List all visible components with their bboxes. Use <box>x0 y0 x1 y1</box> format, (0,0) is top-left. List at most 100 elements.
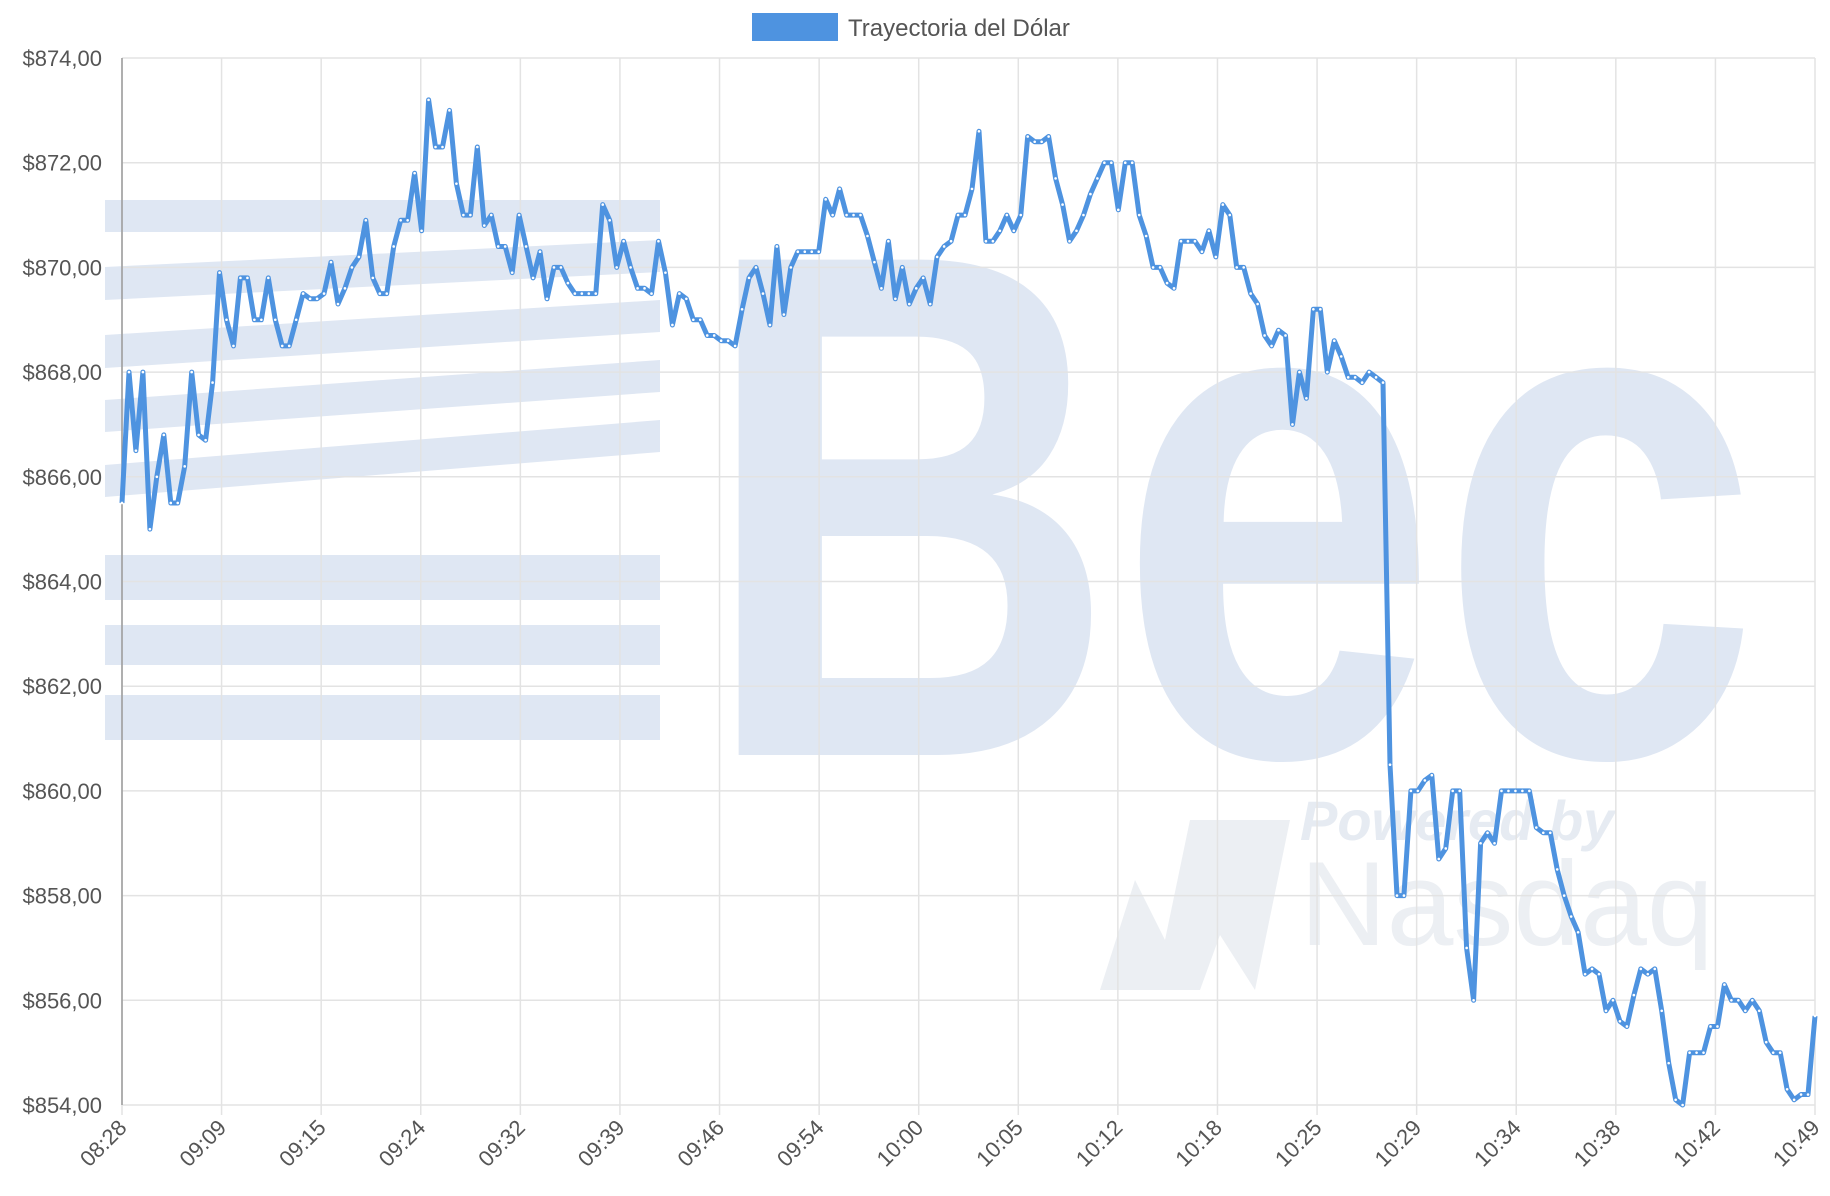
data-point[interactable] <box>601 203 605 206</box>
data-point[interactable] <box>336 302 340 306</box>
data-point[interactable] <box>1667 1061 1670 1065</box>
data-point[interactable] <box>1047 135 1050 138</box>
data-point[interactable] <box>378 292 382 295</box>
data-point[interactable] <box>580 292 584 295</box>
data-point[interactable] <box>1026 135 1030 138</box>
data-point[interactable] <box>294 318 298 322</box>
data-point[interactable] <box>1695 1051 1698 1054</box>
data-point[interactable] <box>1033 140 1036 144</box>
data-point[interactable] <box>705 334 709 337</box>
data-point[interactable] <box>552 266 556 269</box>
data-point[interactable] <box>1123 161 1127 164</box>
data-point[interactable] <box>559 266 563 269</box>
data-point[interactable] <box>183 465 187 468</box>
data-point[interactable] <box>155 475 159 479</box>
legend[interactable]: Trayectoria del Dólar <box>752 13 1070 42</box>
data-point[interactable] <box>1771 1051 1775 1054</box>
data-point[interactable] <box>1458 789 1461 793</box>
data-point[interactable] <box>1158 266 1162 269</box>
data-point[interactable] <box>733 344 737 348</box>
data-point[interactable] <box>1305 396 1308 400</box>
data-point[interactable] <box>1507 789 1510 793</box>
data-point[interactable] <box>1702 1051 1705 1054</box>
data-point[interactable] <box>977 129 981 133</box>
data-point[interactable] <box>1172 287 1176 290</box>
data-point[interactable] <box>789 266 793 269</box>
data-point[interactable] <box>315 297 319 301</box>
data-point[interactable] <box>1486 831 1489 835</box>
data-point[interactable] <box>469 213 472 217</box>
data-point[interactable] <box>643 287 646 290</box>
data-point[interactable] <box>1416 789 1420 793</box>
data-point[interactable] <box>1423 779 1427 782</box>
data-point[interactable] <box>1395 894 1399 897</box>
data-point[interactable] <box>1472 999 1475 1002</box>
data-point[interactable] <box>866 234 869 238</box>
data-point[interactable] <box>246 276 249 280</box>
data-point[interactable] <box>496 245 500 248</box>
data-point[interactable] <box>1437 857 1441 861</box>
data-point[interactable] <box>1312 307 1315 311</box>
data-point[interactable] <box>1757 1009 1761 1013</box>
data-point[interactable] <box>1597 972 1601 976</box>
data-point[interactable] <box>1618 1019 1622 1023</box>
data-point[interactable] <box>671 323 674 327</box>
data-point[interactable] <box>1228 213 1232 217</box>
data-point[interactable] <box>1569 915 1573 918</box>
data-point[interactable] <box>726 339 730 342</box>
data-point[interactable] <box>775 245 779 248</box>
data-point[interactable] <box>1353 376 1357 379</box>
data-point[interactable] <box>1005 213 1009 217</box>
data-point[interactable] <box>448 109 451 112</box>
data-point[interactable] <box>127 370 131 374</box>
data-point[interactable] <box>1012 229 1016 233</box>
data-point[interactable] <box>1576 930 1580 934</box>
data-point[interactable] <box>190 370 193 374</box>
data-point[interactable] <box>441 145 444 149</box>
data-point[interactable] <box>852 213 855 217</box>
data-point[interactable] <box>204 438 207 442</box>
data-point[interactable] <box>928 302 932 306</box>
data-point[interactable] <box>873 260 876 264</box>
data-point[interactable] <box>1548 831 1552 835</box>
data-point[interactable] <box>280 344 284 348</box>
data-point[interactable] <box>1764 1040 1768 1044</box>
data-point[interactable] <box>740 307 744 311</box>
data-point[interactable] <box>880 287 883 290</box>
data-point[interactable] <box>1451 789 1455 793</box>
data-point[interactable] <box>273 318 277 322</box>
data-point[interactable] <box>629 266 632 269</box>
data-point[interactable] <box>1367 370 1371 374</box>
data-point[interactable] <box>1207 229 1211 233</box>
data-point[interactable] <box>462 213 465 217</box>
data-point[interactable] <box>1186 239 1190 243</box>
data-point[interactable] <box>859 213 862 217</box>
data-point[interactable] <box>1681 1103 1684 1107</box>
data-point[interactable] <box>1660 1009 1664 1013</box>
data-point[interactable] <box>162 433 166 437</box>
data-point[interactable] <box>1778 1051 1782 1054</box>
data-point[interactable] <box>692 318 695 322</box>
data-point[interactable] <box>1179 239 1183 243</box>
data-point[interactable] <box>970 187 974 191</box>
data-point[interactable] <box>831 213 834 217</box>
legend-swatch[interactable] <box>752 13 838 41</box>
data-point[interactable] <box>1089 192 1092 196</box>
data-point[interactable] <box>1054 177 1057 180</box>
data-point[interactable] <box>608 218 611 222</box>
data-point[interactable] <box>747 276 751 280</box>
data-point[interactable] <box>1137 213 1141 217</box>
data-point[interactable] <box>1214 255 1218 259</box>
data-point[interactable] <box>685 297 688 301</box>
data-point[interactable] <box>956 213 960 217</box>
data-point[interactable] <box>1723 983 1726 986</box>
data-point[interactable] <box>796 250 800 253</box>
data-point[interactable] <box>942 245 946 248</box>
data-point[interactable] <box>1332 339 1336 342</box>
data-point[interactable] <box>120 501 124 505</box>
data-point[interactable] <box>650 292 653 295</box>
data-point[interactable] <box>1583 972 1587 976</box>
data-point[interactable] <box>636 287 639 290</box>
data-point[interactable] <box>420 229 423 233</box>
data-point[interactable] <box>1514 789 1517 793</box>
